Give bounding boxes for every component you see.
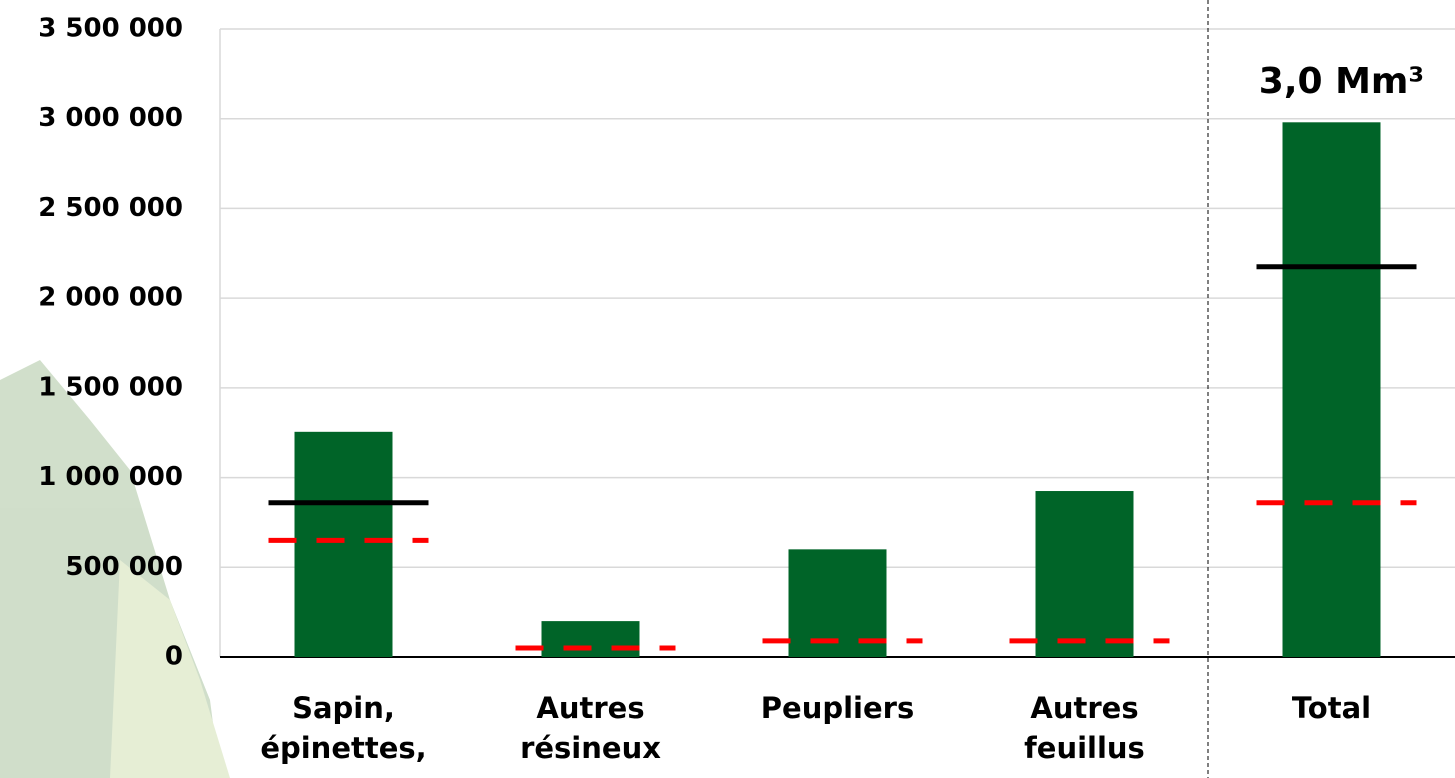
bar <box>1282 122 1381 657</box>
y-tick-label: 3 500 000 <box>38 14 183 44</box>
background-trees <box>0 360 230 778</box>
y-tick-label: 2 000 000 <box>38 283 183 313</box>
y-tick-label: 0 <box>165 642 183 672</box>
annotation: 3,0 Mm³ <box>1259 61 1424 102</box>
y-tick-label: 2 500 000 <box>38 193 183 223</box>
y-tick-label: 1 000 000 <box>38 462 183 492</box>
y-tick-label: 3 000 000 <box>38 103 183 133</box>
y-tick-label: 1 500 000 <box>38 372 183 402</box>
x-tick-label: Peupliers <box>760 691 915 725</box>
x-tick-label: Autres feuillus <box>1024 691 1145 765</box>
bar <box>541 621 640 657</box>
y-tick-label: 500 000 <box>65 552 183 582</box>
bar <box>1035 491 1134 657</box>
bar <box>294 431 393 657</box>
x-tick-label: Sapin, épinettes, <box>260 691 427 765</box>
x-tick-label: Autres résineux <box>520 691 661 765</box>
x-tick-label: Total <box>1291 691 1372 725</box>
